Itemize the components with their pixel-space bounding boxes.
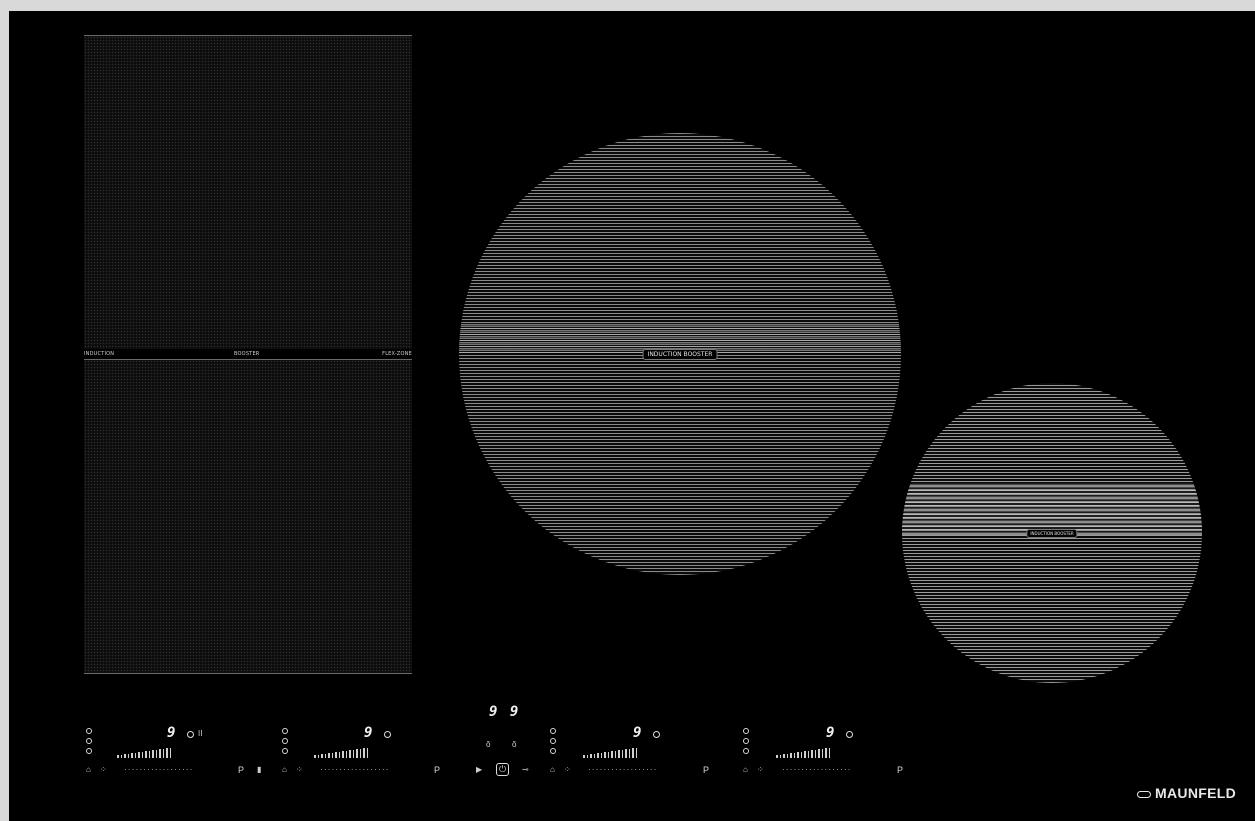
play-icon[interactable]: ▶ xyxy=(476,765,483,774)
zone4-power-slider[interactable] xyxy=(776,748,830,758)
large-cooking-zone[interactable]: INDUCTION BOOSTER xyxy=(459,133,901,575)
timer-icon[interactable] xyxy=(187,731,194,738)
bridge-icon[interactable]: ▮ xyxy=(257,765,262,774)
zone2-timer-icon[interactable] xyxy=(384,731,391,738)
power-button[interactable]: ⏻ xyxy=(496,763,510,776)
zone4-boost-p[interactable]: P xyxy=(897,765,904,775)
zone2-display: 9 xyxy=(364,725,373,741)
zone3-timer-icon[interactable] xyxy=(653,731,660,738)
main-timer-display: 9 9 xyxy=(489,704,521,720)
zone3-display: 9 xyxy=(633,725,642,741)
zone3-slider-track[interactable]: ·················· xyxy=(588,765,658,774)
zone4-selector-keys[interactable] xyxy=(743,728,753,758)
zone2-lock-icon[interactable]: ⌂ xyxy=(282,765,287,774)
flex-label-booster: BOOSTER xyxy=(234,351,260,357)
zone2-warm-icon[interactable]: ⁘ xyxy=(296,765,303,774)
zone2-boost-p[interactable]: P xyxy=(434,765,441,775)
brand-mark-icon xyxy=(1137,790,1152,798)
zone3-lock-icon[interactable]: ⌂ xyxy=(550,765,555,774)
zone3-power-slider[interactable] xyxy=(583,748,637,758)
zone4-timer-icon[interactable] xyxy=(846,731,853,738)
zone1-slider-track[interactable]: ·················· xyxy=(124,765,194,774)
flex-zone-divider: INDUCTION BOOSTER FLEX-ZONE xyxy=(84,349,412,358)
lock-icon[interactable]: ⌂ xyxy=(86,765,91,774)
zone2-slider-track[interactable]: ·················· xyxy=(320,765,390,774)
small-zone-label: INDUCTION BOOSTER xyxy=(1026,529,1078,538)
flex-zone-front[interactable] xyxy=(84,35,412,350)
large-zone-label: INDUCTION BOOSTER xyxy=(642,349,718,360)
zone4-display: 9 xyxy=(826,725,835,741)
flex-label-flexzone: FLEX-ZONE xyxy=(382,351,412,357)
zone1-boost-p[interactable]: P xyxy=(238,765,245,775)
zone3-warm-icon[interactable]: ⁘ xyxy=(564,765,571,774)
small-cooking-zone[interactable]: INDUCTION BOOSTER xyxy=(902,383,1202,683)
pause-icon[interactable]: II xyxy=(198,729,203,738)
flex-label-induction: INDUCTION xyxy=(84,351,115,357)
zone4-lock-icon[interactable]: ⌂ xyxy=(743,765,748,774)
zone4-warm-icon[interactable]: ⁘ xyxy=(757,765,764,774)
zone3-boost-p[interactable]: P xyxy=(703,765,710,775)
zone1-selector-keys[interactable] xyxy=(86,728,96,758)
zone2-power-slider[interactable] xyxy=(314,748,368,758)
zone3-selector-keys[interactable] xyxy=(550,728,560,758)
keep-warm-icon[interactable]: ⁘ xyxy=(100,765,107,774)
zone1-display: 9 xyxy=(167,725,176,741)
zone2-selector-keys[interactable] xyxy=(282,728,292,758)
timer-plus-icon[interactable]: ŏ xyxy=(512,740,517,749)
zone1-power-slider[interactable] xyxy=(117,748,171,758)
brand-logo: MAUNFELD xyxy=(1137,785,1236,801)
zone4-slider-track[interactable]: ·················· xyxy=(782,765,852,774)
timer-minus-icon[interactable]: ŏ xyxy=(486,740,491,749)
key-lock-icon[interactable]: ⊸ xyxy=(522,765,529,774)
brand-name: MAUNFELD xyxy=(1155,785,1236,801)
flex-zone-rear[interactable] xyxy=(84,359,412,674)
